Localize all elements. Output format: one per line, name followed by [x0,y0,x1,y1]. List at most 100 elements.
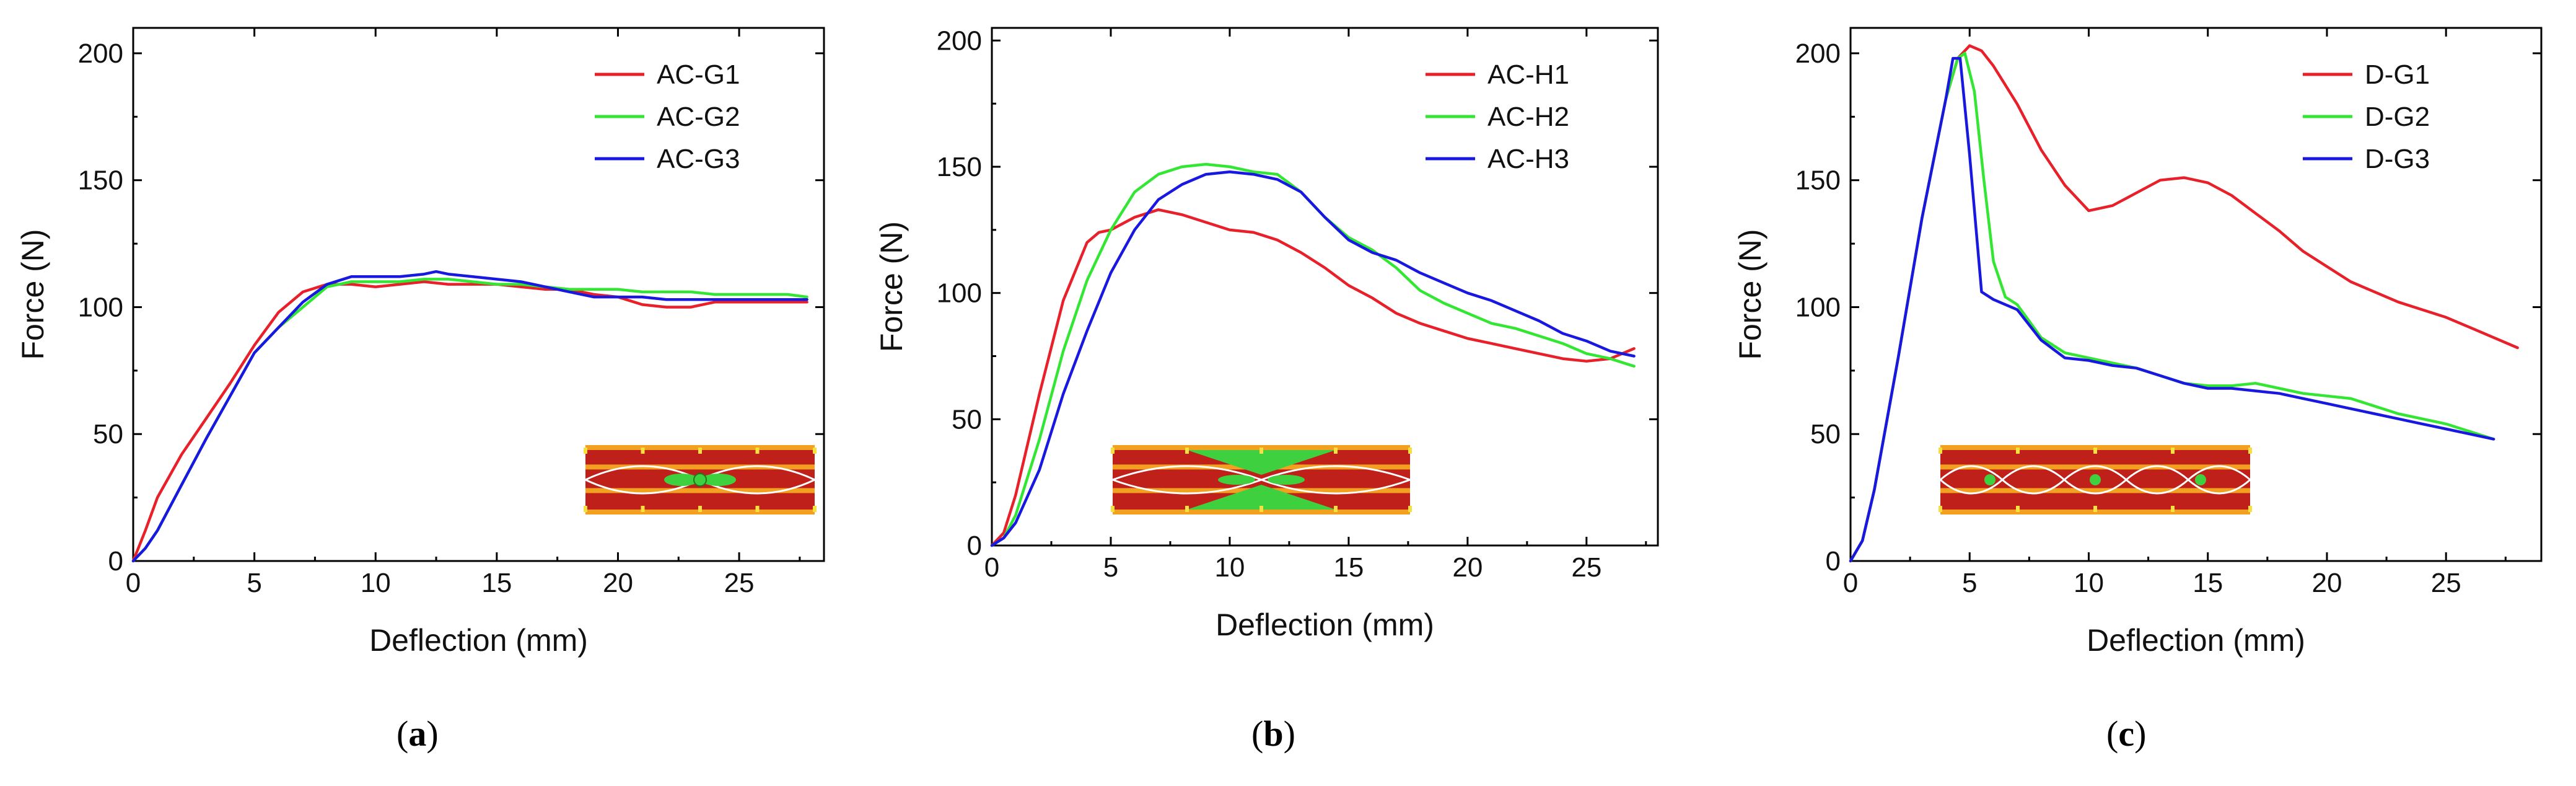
inset-infill [1187,450,1336,475]
caption-c-open: ( [2106,713,2119,754]
y-tick-label: 100 [1795,292,1841,322]
y-axis-title: Force (N) [1733,229,1768,360]
inset-node [2195,474,2206,485]
legend-label-ac-h1: AC-H1 [1487,60,1569,90]
x-tick-label: 15 [2193,568,2223,598]
y-tick-label: 100 [937,278,982,309]
y-tick-label: 150 [937,152,982,182]
inset-marker [813,506,817,512]
inset-marker [1408,506,1412,512]
series-line-ac-g2 [131,278,808,563]
inset-marker [584,506,587,512]
inset-marker [1185,506,1189,512]
caption-c-letter: c [2118,713,2135,754]
inset-marker [698,506,702,512]
x-axis-title: Deflection (mm) [1216,607,1434,642]
x-tick-label: 20 [1452,552,1483,583]
y-tick-label: 200 [937,25,982,56]
x-axis-title: Deflection (mm) [369,623,588,658]
inset-marker [1260,506,1263,512]
x-tick-label: 10 [2074,568,2104,598]
sample-inset-b [1110,445,1413,514]
inset-face-band [1940,488,2250,493]
inset-marker [1334,506,1338,512]
plot-frame [1849,27,2543,562]
inset-marker [584,448,587,454]
inset-marker [2016,506,2020,512]
x-tick-label: 25 [724,568,755,598]
inset-marker [2093,448,2097,454]
inset-infill [664,474,699,486]
x-tick-label: 0 [1843,568,1858,598]
inset-node [1984,474,1996,485]
inset-marker [2248,506,2252,512]
x-tick-label: 25 [2431,568,2461,598]
inset-marker [641,448,645,454]
sample-inset-a [583,445,817,514]
y-tick-label: 50 [952,404,982,435]
x-axis-title: Deflection (mm) [2087,623,2305,658]
y-tick-label: 150 [1795,166,1841,196]
caption-b: (b) [1251,713,1295,754]
legend-label-ac-h2: AC-H2 [1487,102,1569,132]
inset-marker [755,448,760,454]
y-axis-title: Force (N) [874,221,909,352]
series-line-ac-h3 [990,170,1636,547]
x-tick-label: 5 [1103,552,1118,583]
x-tick-label: 10 [361,568,391,598]
chart-panel-a: 0 5 10 15 20 25 0 50 100 150 200 Deflection (mm) For… [15,27,825,658]
inset-marker [1334,448,1338,454]
inset-marker [1260,448,1263,454]
legend-label-d-g1: D-G1 [2365,60,2430,90]
x-tick-label: 5 [1962,568,1977,598]
series-line-ac-g1 [131,280,808,563]
inset-marker [1111,448,1115,454]
x-tick-label: 15 [1333,552,1364,583]
inset-infill [1187,485,1336,510]
caption-b-close: ) [1283,713,1295,754]
series-line-ac-h1 [990,208,1636,547]
inset-cell-outline [698,465,817,495]
chart-panel-c: 0 5 10 15 20 25 0 50 100 150 200 Deflection (mm) For… [1733,27,2543,658]
legend-label-d-g2: D-G2 [2365,102,2430,132]
inset-face-band [585,464,815,470]
inset-marker [1185,448,1189,454]
legend-label-ac-g1: AC-G1 [657,60,740,90]
inset-marker [1408,448,1412,454]
sample-inset-c [1939,445,2252,514]
caption-a: (a) [396,713,439,754]
x-tick-label: 10 [1214,552,1245,583]
inset-cell-outline [1258,465,1413,495]
y-tick-label: 200 [1795,38,1841,69]
inset-marker [641,506,645,512]
caption-b-open: ( [1251,713,1264,754]
inset-marker [813,448,817,454]
inset-infill [701,474,736,486]
inset-marker [1939,448,1942,454]
y-tick-label: 150 [78,166,123,196]
y-tick-label: 100 [78,292,123,322]
x-tick-label: 5 [247,568,261,598]
caption-a-letter: a [408,713,427,754]
inset-marker [2248,448,2252,454]
inset-marker [2171,448,2175,454]
x-tick-label: 15 [481,568,512,598]
x-tick-label: 0 [126,568,141,598]
y-axis-title: Force (N) [15,229,50,360]
inset-face-band [585,488,815,493]
series-line-d-g2 [1849,51,2495,563]
inset-marker [698,448,702,454]
y-tick-label: 50 [93,419,123,449]
inset-marker [2171,506,2175,512]
y-tick-label: 0 [967,531,982,561]
y-tick-label: 200 [78,38,123,69]
inset-marker [755,506,760,512]
inset-node [2090,474,2101,485]
x-tick-label: 20 [603,568,633,598]
caption-a-close: ) [426,713,439,754]
legend-label-d-g3: D-G3 [2365,144,2430,174]
inset-infill [1268,475,1305,485]
plot-frame [991,27,1659,547]
chart-panel-b: 0 5 10 15 20 25 0 50 100 150 200 Deflection (mm) For… [874,25,1659,642]
